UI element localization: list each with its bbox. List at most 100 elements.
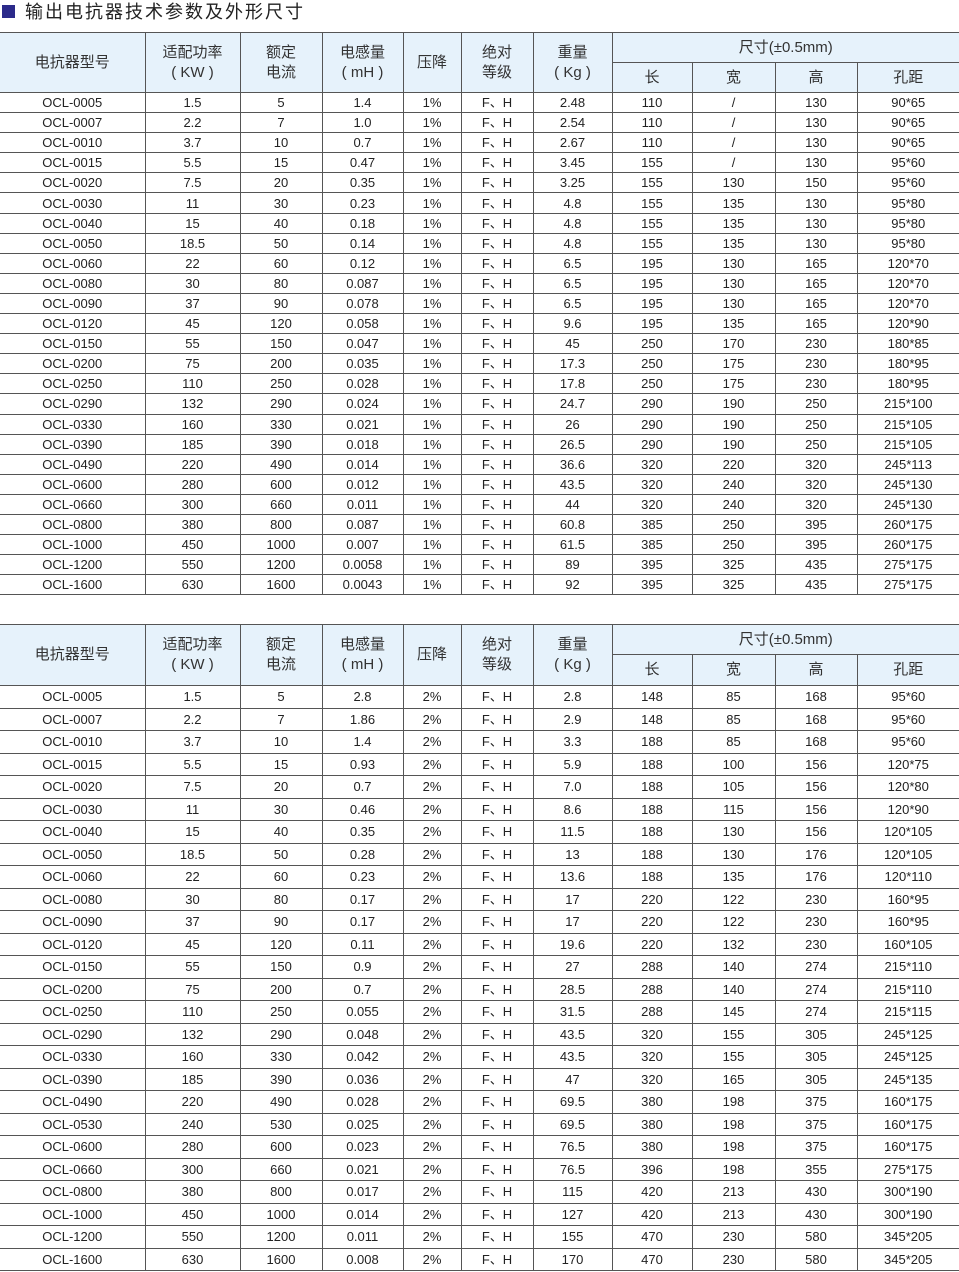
cell-length: 155 [611,192,693,214]
cell-length: 220 [611,887,693,911]
cell-current: 250 [239,373,323,395]
cell-model: OCL-0005 [0,685,146,709]
cell-hole-spacing: 120*80 [856,775,959,799]
cell-weight: 4.8 [532,192,613,214]
cell-weight: 17.3 [532,353,613,375]
header-weight: 重量 ( Kg ) [532,624,613,686]
cell-insulation-class: F、H [460,1135,534,1159]
cell-voltage-drop: 2% [402,685,462,709]
cell-current: 390 [239,1067,323,1091]
cell-current: 800 [239,513,323,536]
cell-hole-spacing: 120*70 [856,272,959,294]
cell-hole-spacing: 245*113 [856,453,959,475]
cell-current: 150 [239,955,323,979]
cell-length: 290 [611,433,693,455]
cell-hole-spacing: 160*95 [856,887,959,911]
cell-current: 250 [239,1000,323,1024]
cell-model: OCL-0120 [0,313,146,335]
cell-power: 160 [144,1045,241,1069]
cell-width: 130 [691,820,776,844]
cell-inductance: 0.024 [321,393,404,415]
cell-inductance: 0.7 [321,132,404,154]
cell-inductance: 0.087 [321,272,404,294]
cell-weight: 76.5 [532,1135,613,1159]
table-row: OCL-1600 630 1600 0.0043 1% F、H 92 395 325 435 275… [0,574,959,596]
table-row: OCL-0600 280 600 0.023 2% F、H 76.5 380 198 375 160… [0,1135,959,1159]
cell-insulation-class: F、H [460,252,534,274]
cell-hole-spacing: 260*175 [856,534,959,556]
reactor-spec-table-2pct: 电抗器型号 适配功率( KW ) 额定 电流 电感量( mH ) 压降 绝对 等级 重量( Kg… [0,624,959,1271]
cell-model: OCL-0030 [0,797,146,821]
cell-current: 150 [239,333,323,355]
table-row: OCL-0490 220 490 0.014 1% F、H 36.6 320 220 320 245… [0,453,959,475]
cell-voltage-drop: 2% [402,1067,462,1091]
cell-width: / [691,91,776,114]
header-label: 电感量 [339,43,385,61]
cell-width: 250 [691,513,776,536]
header-label: 适配功率 [162,43,223,61]
cell-voltage-drop: 2% [402,910,462,934]
cell-inductance: 0.46 [321,797,404,821]
cell-height: 230 [774,353,858,375]
cell-height: 320 [774,493,858,515]
cell-length: 110 [611,91,693,114]
cell-current: 50 [239,842,323,866]
table-row: OCL-0800 380 800 0.017 2% F、H 115 420 213 430 300*… [0,1180,959,1204]
cell-width: 170 [691,333,776,355]
cell-inductance: 0.028 [321,373,404,395]
cell-power: 37 [144,292,241,315]
table-row: OCL-0330 160 330 0.042 2% F、H 43.5 320 155 305 245… [0,1045,959,1069]
cell-weight: 17 [532,910,613,934]
cell-insulation-class: F、H [460,1202,534,1226]
cell-hole-spacing: 160*95 [856,910,959,934]
cell-current: 60 [239,865,323,889]
cell-insulation-class: F、H [460,1225,534,1249]
cell-inductance: 0.018 [321,433,404,455]
cell-current: 120 [239,313,323,335]
cell-length: 470 [611,1225,693,1249]
cell-current: 1000 [239,1202,323,1226]
cell-current: 5 [239,685,323,709]
table-row: OCL-0020 7.5 20 0.7 2% F、H 7.0 188 105 156 120*80 [0,775,959,799]
cell-insulation-class: F、H [460,775,534,799]
cell-length: 195 [611,272,693,294]
cell-inductance: 0.028 [321,1090,404,1114]
cell-width: 130 [691,172,776,194]
header-label: ( KW ) [171,656,214,673]
cell-model: OCL-0080 [0,272,146,294]
cell-inductance: 0.35 [321,820,404,844]
cell-inductance: 1.4 [321,91,404,114]
cell-inductance: 0.014 [321,1202,404,1226]
cell-height: 130 [774,212,858,234]
cell-power: 2.2 [144,707,241,731]
cell-hole-spacing: 345*205 [856,1247,959,1271]
header-drop: 压降 [402,32,462,93]
cell-model: OCL-0007 [0,112,146,134]
cell-current: 490 [239,453,323,475]
cell-voltage-drop: 1% [402,112,462,134]
cell-model: OCL-1200 [0,1225,146,1249]
cell-power: 3.7 [144,132,241,154]
cell-power: 280 [144,473,241,495]
header-inductance: 电感量 ( mH ) [321,624,404,686]
cell-height: 250 [774,413,858,435]
table-row: OCL-0390 185 390 0.036 2% F、H 47 320 165 305 245*1… [0,1067,959,1091]
cell-inductance: 0.008 [321,1247,404,1271]
cell-length: 395 [611,554,693,576]
cell-model: OCL-1600 [0,574,146,596]
cell-length: 148 [611,707,693,731]
table-row: OCL-0060 22 60 0.23 2% F、H 13.6 188 135 176 120*11… [0,865,959,889]
cell-height: 130 [774,132,858,154]
header-insulation: 绝对 等级 [460,624,534,686]
table-row: OCL-0007 2.2 7 1.86 2% F、H 2.9 148 85 168 95*60 [0,707,959,731]
cell-height: 305 [774,1022,858,1046]
cell-inductance: 0.058 [321,313,404,335]
cell-width: / [691,132,776,154]
cell-hole-spacing: 120*90 [856,313,959,335]
cell-current: 40 [239,212,323,234]
cell-width: 85 [691,707,776,731]
cell-weight: 26 [532,413,613,435]
cell-hole-spacing: 120*105 [856,820,959,844]
cell-hole-spacing: 215*110 [856,955,959,979]
table-row: OCL-0090 37 90 0.078 1% F、H 6.5 195 130 165 120*70 [0,292,959,315]
